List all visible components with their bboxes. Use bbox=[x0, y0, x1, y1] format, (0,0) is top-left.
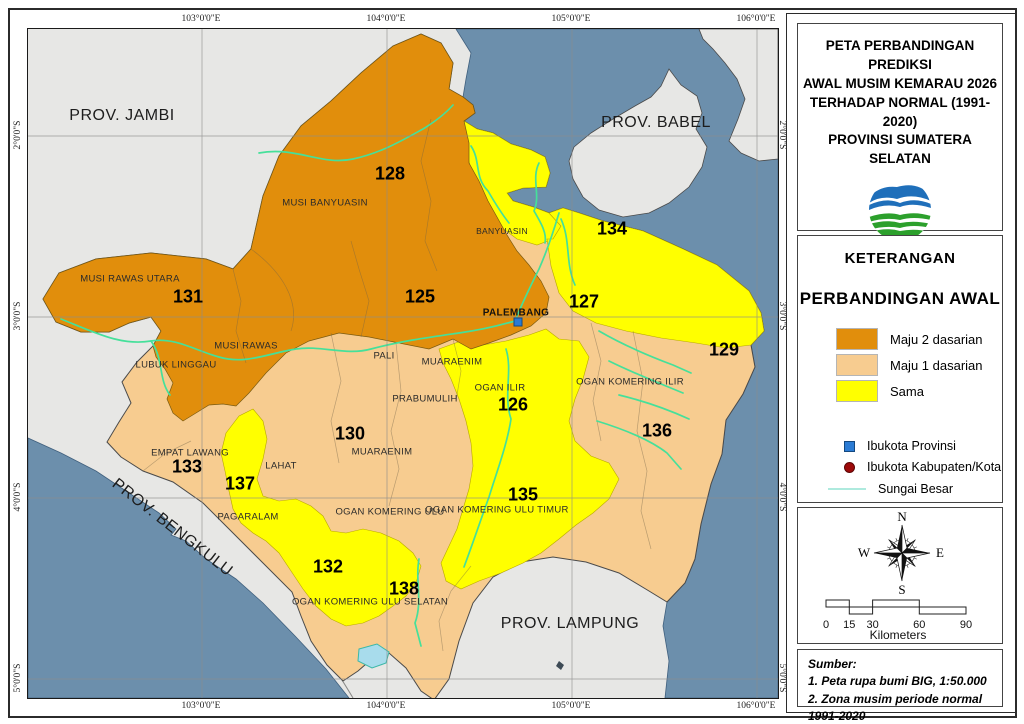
regency-capital-icon bbox=[844, 461, 855, 473]
graticule bbox=[28, 29, 778, 698]
bmkg-logo bbox=[869, 179, 931, 242]
map-canvas bbox=[27, 28, 779, 699]
source-heading: Sumber: bbox=[808, 657, 857, 671]
scalebar-unit: Kilometers bbox=[870, 628, 927, 640]
legend-marker-label: Ibukota Kabupaten/Kota bbox=[867, 460, 1002, 474]
legend-class-row: Maju 1 dasarian bbox=[836, 354, 983, 376]
zone-sama-center-126-135 bbox=[438, 328, 620, 590]
page-border bbox=[8, 8, 1017, 718]
source-line: 1. Peta rupa bumi BIG, 1:50.000 bbox=[808, 674, 987, 689]
map-layout-sidebar: PETA PERBANDINGAN PREDIKSI AWAL MUSIM KE… bbox=[786, 13, 1016, 723]
svg-text:0: 0 bbox=[823, 619, 829, 631]
swatch-maju-2-dasarian bbox=[836, 328, 878, 350]
title-panel: PETA PERBANDINGAN PREDIKSI AWAL MUSIM KE… bbox=[797, 23, 1003, 302]
svg-text:90: 90 bbox=[960, 619, 972, 631]
legend-class-label: Sama bbox=[890, 383, 924, 399]
legend-class-label: Maju 1 dasarian bbox=[890, 357, 983, 373]
lon-label-bottom: 104°0'0"E bbox=[366, 701, 406, 711]
legend-class-label: Maju 2 dasarian bbox=[890, 331, 983, 347]
lat-label-left: 2°0'0"S bbox=[13, 120, 23, 150]
swatch-maju-1-dasarian bbox=[836, 354, 878, 376]
babel-island-main bbox=[568, 68, 708, 218]
map-drawing bbox=[28, 29, 778, 698]
major-river-icon bbox=[828, 488, 866, 490]
provincial-capital-icon bbox=[844, 440, 855, 452]
lon-label-bottom: 103°0'0"E bbox=[181, 701, 221, 711]
lon-label-top: 104°0'0"E bbox=[366, 14, 406, 24]
lon-label-top: 106°0'0"E bbox=[736, 14, 776, 24]
lon-label-bottom: 106°0'0"E bbox=[736, 701, 776, 711]
small-island bbox=[556, 661, 564, 670]
capital-marker-palembang bbox=[513, 317, 523, 327]
scalebar bbox=[825, 599, 967, 615]
compass-and-scalebar: N S E W 0 15 30 60 90 bbox=[823, 509, 972, 642]
lat-label-left: 4°0'0"S bbox=[13, 482, 23, 512]
source-panel: Sumber: 1. Peta rupa bumi BIG, 1:50.000 … bbox=[797, 649, 1003, 723]
legend-marker-row: Sungai Besar bbox=[828, 482, 953, 496]
swatch-sama bbox=[836, 380, 878, 402]
legend-class-row: Sama bbox=[836, 380, 924, 402]
legend-marker-row: Ibukota Provinsi bbox=[844, 439, 956, 453]
source-line: 2. Zona musim periode normal 1991-2020 bbox=[808, 691, 983, 724]
legend-marker-label: Ibukota Provinsi bbox=[867, 439, 956, 453]
compass-e: E bbox=[936, 545, 944, 560]
legend-header: KETERANGAN bbox=[844, 250, 956, 267]
lon-label-bottom: 105°0'0"E bbox=[551, 701, 591, 711]
compass-cardinal-points bbox=[873, 524, 931, 582]
lat-label-left: 5°0'0"S bbox=[13, 663, 23, 693]
compass-w: W bbox=[858, 545, 871, 560]
svg-text:30: 30 bbox=[866, 619, 878, 631]
legend-subheader: PERBANDINGAN AWAL bbox=[799, 289, 1001, 308]
sea-southwest bbox=[28, 437, 350, 698]
zone-sama-134 bbox=[546, 207, 765, 349]
compass-scale-panel: N S E W 0 15 30 60 90 bbox=[797, 507, 1003, 644]
legend-panel: KETERANGAN PERBANDINGAN AWAL Maju 2 dasa… bbox=[797, 235, 1003, 503]
legend-marker-label: Sungai Besar bbox=[878, 482, 954, 496]
legend-class-row: Maju 2 dasarian bbox=[836, 328, 983, 350]
legend-marker-row: Ibukota Kabupaten/Kota bbox=[844, 460, 1001, 474]
svg-text:60: 60 bbox=[913, 619, 925, 631]
compass-s: S bbox=[898, 582, 905, 597]
rivers bbox=[60, 104, 692, 647]
scalebar-ticks: 0 15 30 60 90 Kilometers bbox=[823, 619, 972, 642]
lat-label-left: 3°0'0"S bbox=[13, 301, 23, 331]
compass-rose: N S E W bbox=[858, 509, 944, 597]
lake-ranau bbox=[357, 643, 390, 669]
map-title: PETA PERBANDINGAN PREDIKSI AWAL MUSIM KE… bbox=[802, 38, 998, 167]
zone-maju2-northwest bbox=[42, 33, 550, 422]
lon-label-top: 103°0'0"E bbox=[181, 14, 221, 24]
babel-island-north bbox=[698, 29, 778, 162]
lon-label-top: 105°0'0"E bbox=[551, 14, 591, 24]
svg-text:15: 15 bbox=[843, 619, 855, 631]
compass-n: N bbox=[897, 509, 907, 524]
